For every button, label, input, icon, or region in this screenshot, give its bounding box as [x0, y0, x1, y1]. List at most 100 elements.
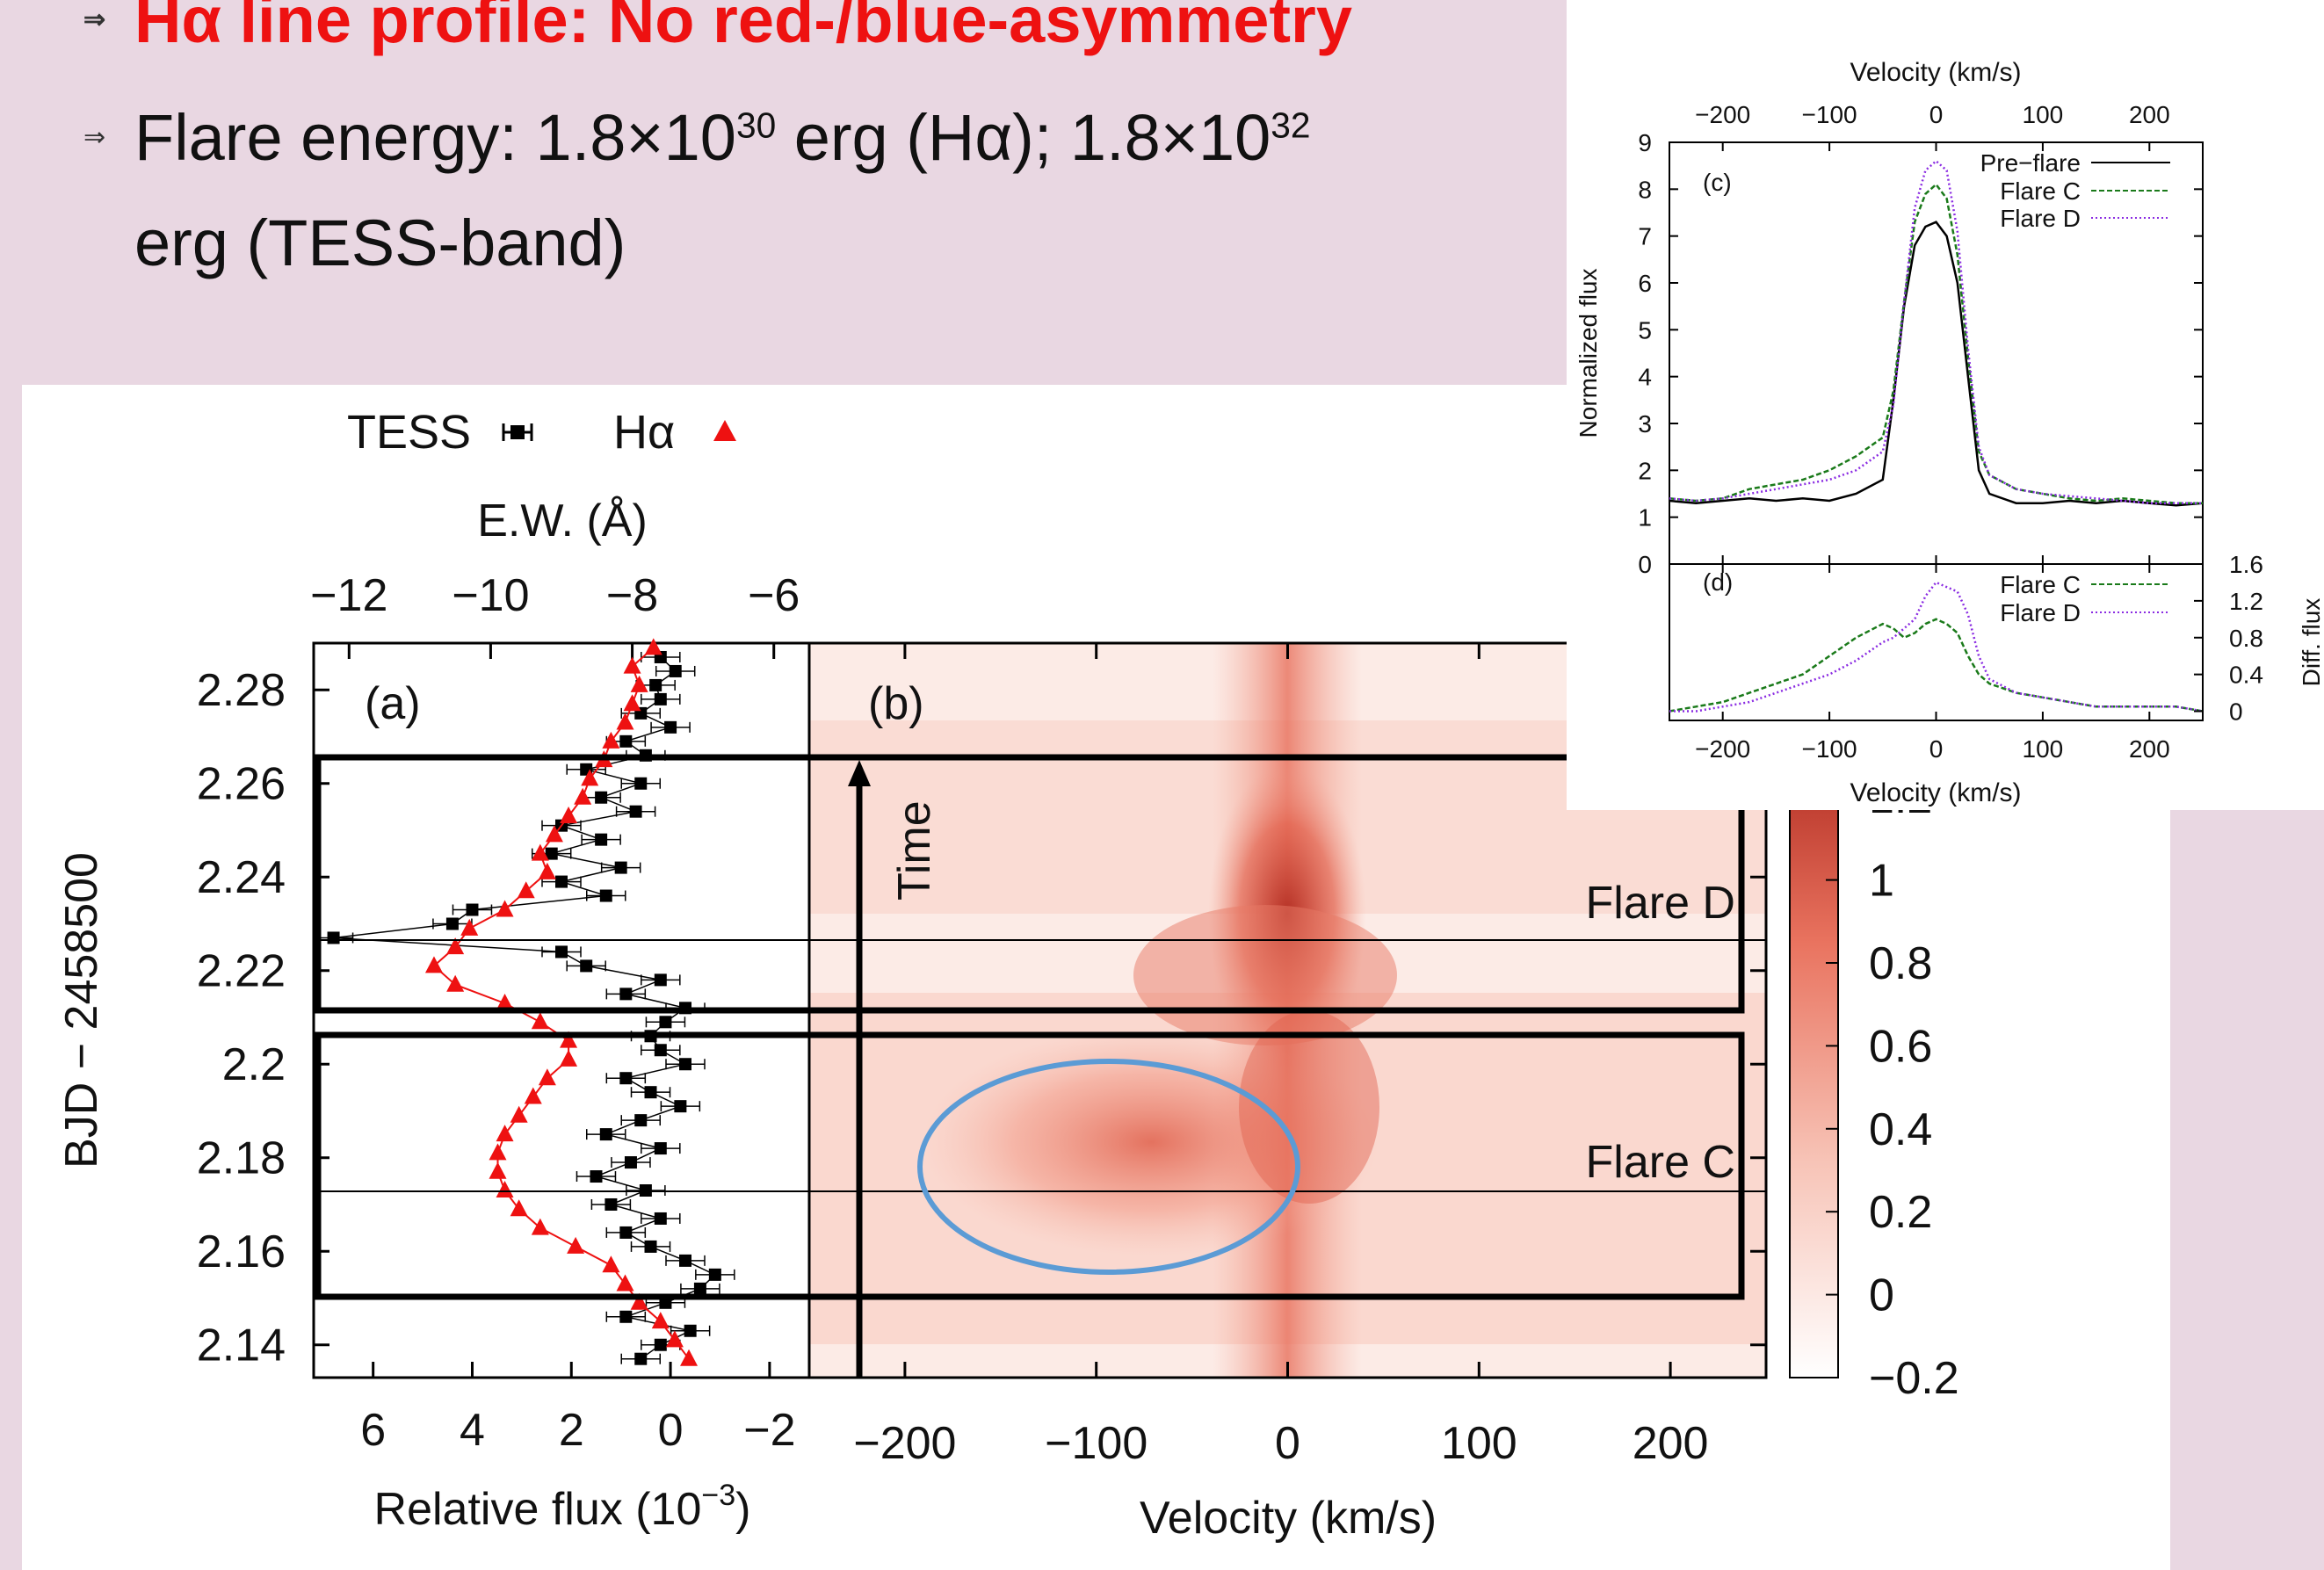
tess-point [660, 1100, 701, 1113]
y-tick-label: 2.18 [197, 1133, 286, 1184]
tess-point [605, 1226, 647, 1239]
halpha-point [560, 807, 578, 824]
panel-d-y-tick-label: 0.8 [2229, 625, 2263, 652]
halpha-point [460, 918, 479, 936]
time-label: Time [889, 800, 940, 901]
tess-point [680, 1282, 720, 1295]
flux-tick-label: 0 [658, 1405, 684, 1456]
halpha-point [623, 694, 641, 712]
halpha-point [616, 713, 634, 730]
legend-halpha-label: Hα [613, 406, 675, 459]
legend-preflare-label: Pre−flare [1980, 149, 2081, 177]
legend-d-flare-d-label: Flare D [2000, 599, 2081, 626]
tess-point [620, 777, 661, 790]
colorbar-tick-label: 0.4 [1869, 1104, 1932, 1155]
halpha-point [531, 1218, 549, 1235]
tess-point [641, 692, 681, 705]
panel-c-y-tick-label: 9 [1638, 129, 1652, 156]
panel-a-label: (a) [365, 678, 421, 729]
tess-point [590, 1197, 632, 1211]
colorbar-tick-label: −0.2 [1869, 1353, 1959, 1404]
inset-top-tick-label: 0 [1929, 101, 1944, 128]
panel-c-lines [1669, 159, 2204, 507]
flux-tick-label: 6 [360, 1405, 386, 1456]
velocity-tick-label: 0 [1275, 1418, 1300, 1469]
y-tick-label: 2.2 [222, 1039, 286, 1090]
colorbar-tick-label: 0.2 [1869, 1187, 1932, 1238]
halpha-point [560, 1031, 578, 1048]
velocity-tick-label: −100 [1045, 1418, 1148, 1469]
ew-tick-label: −6 [748, 570, 800, 621]
highlight-ellipse [917, 1059, 1300, 1275]
y-tick-label: 2.16 [197, 1226, 286, 1277]
tess-point [611, 1156, 651, 1169]
y-tick-label: 2.28 [197, 665, 286, 716]
panel-a-bottom-label-end: ) [735, 1484, 750, 1535]
flare-d-label: Flare D [1586, 878, 1735, 929]
bullet-energy-continued-text: erg (TESS-band) [134, 206, 626, 279]
panel-d-label: (d) [1703, 568, 1733, 596]
colorbar-tick-label: 1 [1869, 856, 1894, 907]
inset-top-ticks: −200 −100 0 100 200 [1695, 101, 2170, 151]
flare-c-box [315, 1031, 1745, 1300]
halpha-point [581, 769, 599, 786]
inset-top-tick-label: −200 [1695, 101, 1750, 128]
ew-tick-label: −10 [452, 570, 529, 621]
tess-point [531, 847, 572, 860]
flux-tick-label: −2 [743, 1405, 795, 1456]
legend-d-flare-c-label: Flare C [2000, 571, 2081, 598]
tess-point [541, 945, 582, 959]
panel-c-series-0 [1669, 221, 2204, 507]
halpha-point [510, 1105, 528, 1123]
velocity-tick-label: −200 [853, 1418, 956, 1469]
tess-point [641, 973, 681, 987]
flux-tick-label: 4 [460, 1405, 485, 1456]
energy-part-1: Flare energy: 1.8×10 [134, 101, 736, 174]
tess-point [650, 720, 691, 734]
legend-halpha-marker [713, 420, 736, 441]
inset-top-tick-label: 100 [2023, 101, 2064, 128]
panel-c-y-tick-label: 7 [1638, 223, 1652, 250]
halpha-point [496, 900, 514, 917]
legend-flare-c-label: Flare C [2000, 177, 2081, 205]
legend-tess-marker [502, 423, 533, 441]
tess-point [665, 1254, 706, 1267]
panel-c-series-1 [1669, 183, 2203, 504]
halpha-point [630, 675, 648, 692]
tess-point [600, 861, 641, 874]
tess-point [615, 805, 656, 818]
panel-a-data [313, 638, 735, 1366]
inset-top-axis-label: Velocity (km/s) [1850, 58, 2021, 87]
panel-c-y-tick-label: 2 [1638, 457, 1652, 484]
halpha-point [644, 638, 662, 655]
arrow-bullet-icon: ⇒ [83, 5, 106, 34]
halpha-point [424, 956, 443, 973]
halpha-point [602, 731, 620, 749]
y-tick-label: 2.24 [197, 852, 286, 903]
tess-point [605, 734, 647, 748]
velocity-tick-label: 200 [1633, 1418, 1709, 1469]
panel-d-y-tick-label: 1.2 [2229, 588, 2263, 615]
energy-part-2: erg (Hα); 1.8×10 [776, 101, 1271, 174]
panel-c-y-tick-label: 8 [1638, 176, 1652, 203]
velocity-tick-label: 100 [1441, 1418, 1517, 1469]
tess-point [645, 1016, 686, 1029]
halpha-point [560, 1049, 578, 1067]
halpha-point [531, 843, 549, 861]
panel-a-bottom-ticks: 6 4 2 0 −2 [360, 1362, 796, 1456]
panel-b-label: (b) [868, 678, 924, 729]
panel-c-y-tick-label: 0 [1638, 551, 1652, 578]
halpha-point [538, 1068, 556, 1086]
panel-a-y-axis-label: BJD − 2458500 [56, 852, 107, 1168]
colorbar [1789, 755, 1839, 1378]
halpha-point [680, 1349, 699, 1366]
inset-top-tick-label: −100 [1802, 101, 1857, 128]
tess-point [620, 1352, 661, 1365]
tess-point [695, 1268, 735, 1281]
panel-a-bottom-label-exponent: −3 [701, 1479, 735, 1512]
panel-a-top-axis-label: E.W. (Å) [477, 496, 648, 546]
panel-c-label: (c) [1703, 169, 1732, 196]
halpha-point [531, 1012, 549, 1030]
halpha-point [574, 787, 592, 805]
tess-point [620, 1114, 661, 1127]
